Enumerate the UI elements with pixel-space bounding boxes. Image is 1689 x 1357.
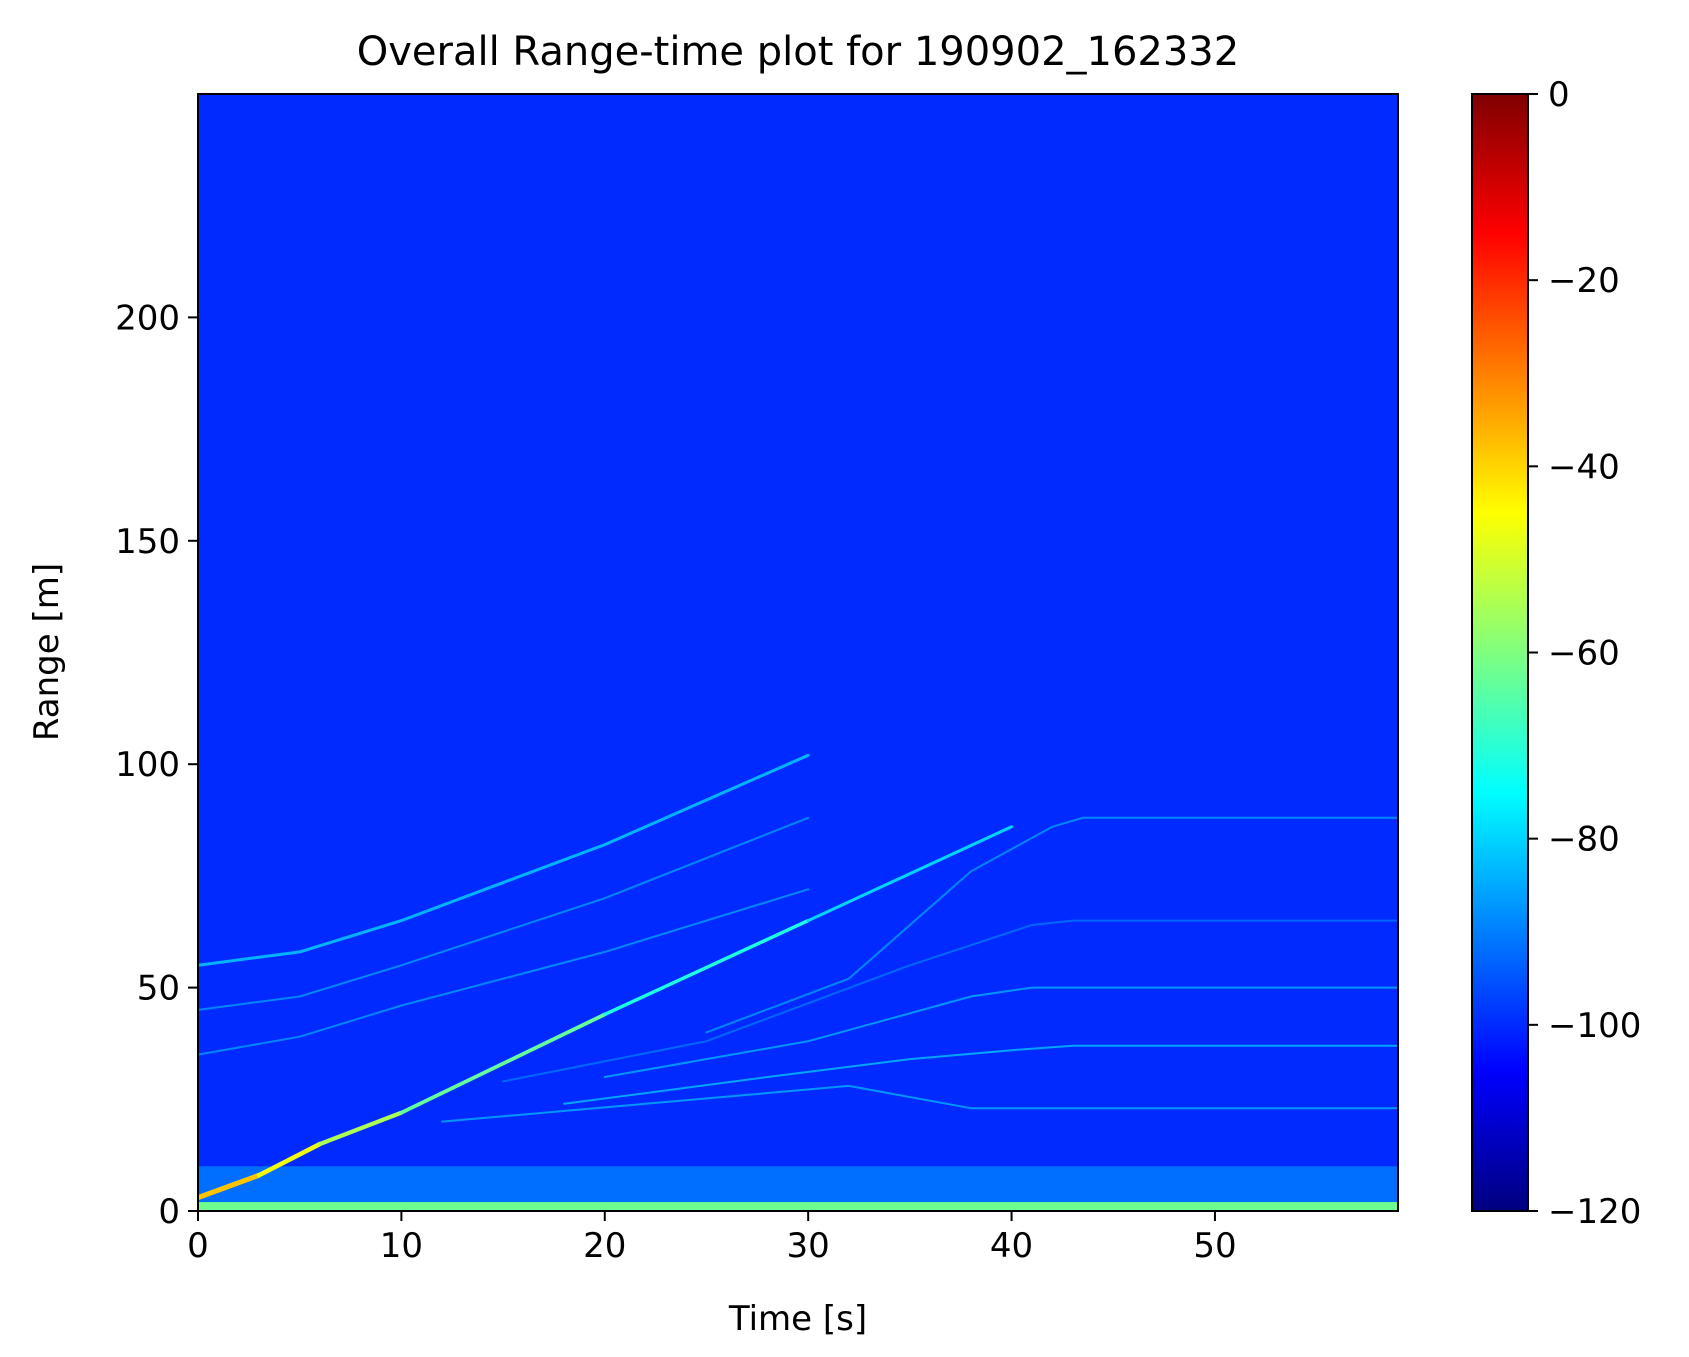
x-tick-label: 0 — [187, 1226, 209, 1266]
chart-title: Overall Range-time plot for 190902_16233… — [357, 29, 1239, 75]
x-axis-label: Time [s] — [728, 1299, 867, 1339]
y-axis: 0 50 100 150 200 — [115, 298, 198, 1232]
colorbar-tick-label: −20 — [1548, 261, 1620, 301]
approach-track — [603, 986, 1398, 1078]
target-track-low — [198, 888, 810, 1056]
x-tick-label: 50 — [1193, 1226, 1236, 1266]
main-target-track — [198, 1172, 262, 1201]
colorbar-tick-label: −120 — [1548, 1192, 1641, 1232]
x-axis: 0 10 20 30 40 50 — [187, 1211, 1237, 1266]
heatmap-background — [198, 94, 1398, 1211]
colorbar-tick-label: −100 — [1548, 1006, 1641, 1046]
plot-frame — [197, 93, 1399, 1212]
approach-track — [502, 919, 1398, 1083]
main-target-track — [603, 918, 810, 1017]
x-tick-label: 40 — [990, 1226, 1033, 1266]
x-tick-label: 20 — [583, 1226, 626, 1266]
approach-track — [563, 1044, 1398, 1105]
colorbar-tick-label: −80 — [1548, 820, 1620, 860]
y-tick-label: 50 — [137, 969, 180, 1009]
ground-band — [198, 1202, 1398, 1211]
colorbar-tick-label: −60 — [1548, 634, 1620, 674]
target-track-mid — [198, 816, 810, 1011]
main-target-track — [317, 1110, 404, 1147]
y-tick-label: 200 — [115, 298, 180, 338]
y-axis-label: Range [m] — [27, 563, 67, 741]
colorbar-tick-label: 0 — [1548, 75, 1570, 115]
heatmap-features — [198, 753, 1398, 1211]
x-tick-label: 10 — [380, 1226, 423, 1266]
main-target-track — [256, 1141, 323, 1178]
plot-area — [198, 94, 1398, 1211]
colorbar-axis: 0 −20 −40 −60 −80 −100 −120 — [1528, 75, 1641, 1232]
approach-track — [441, 1084, 1398, 1123]
approach-track — [705, 816, 1398, 1034]
y-tick-label: 150 — [115, 522, 180, 562]
target-track-upper — [198, 753, 810, 967]
y-tick-label: 0 — [158, 1192, 180, 1232]
main-target-track — [399, 1012, 607, 1115]
colorbar-tick-label: −40 — [1548, 447, 1620, 487]
x-tick-label: 30 — [787, 1226, 830, 1266]
colorbar — [1471, 93, 1529, 1212]
y-tick-label: 100 — [115, 745, 180, 785]
main-target-track — [806, 825, 1014, 923]
